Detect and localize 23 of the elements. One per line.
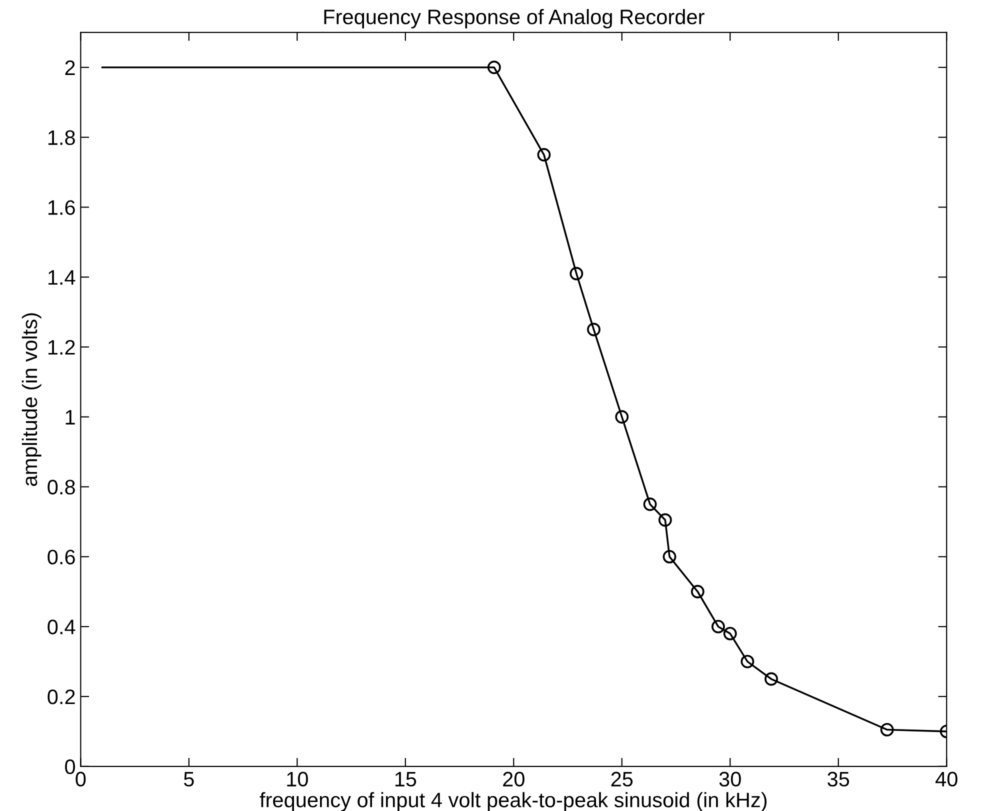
x-tick-label: 0 xyxy=(76,772,86,787)
x-tick-label: 35 xyxy=(828,772,850,787)
y-tick-label: 0.4 xyxy=(48,620,76,634)
y-tick-label: 0.2 xyxy=(48,689,75,704)
y-tick-label: 2 xyxy=(65,60,75,75)
y-tick-label: 1.4 xyxy=(48,270,76,285)
x-tick-label: 30 xyxy=(719,772,741,787)
x-tick-label: 5 xyxy=(184,772,194,787)
chart-title: Frequency Response of Analog Recorder xyxy=(324,9,704,28)
x-tick-label: 25 xyxy=(611,772,633,787)
x-axis-title: frequency of input 4 volt peak-to-peak sinusoid (in kHz) xyxy=(260,792,767,811)
y-tick-label: 1.2 xyxy=(48,340,75,355)
x-tick-label: 20 xyxy=(503,772,524,787)
y-tick-label: 0.8 xyxy=(48,480,75,495)
y-tick-label: 0.6 xyxy=(48,550,75,564)
y-tick-label: 1 xyxy=(66,410,75,424)
y-tick-label: 1.8 xyxy=(48,130,75,146)
x-tick-label: 15 xyxy=(395,772,416,787)
y-tick-label: 1.6 xyxy=(48,200,75,215)
x-tick-label: 40 xyxy=(936,772,958,787)
y-tick-label: 0 xyxy=(65,759,76,774)
x-tick-label: 10 xyxy=(287,772,308,787)
y-axis-title: amplitude (in volts) xyxy=(22,313,42,486)
